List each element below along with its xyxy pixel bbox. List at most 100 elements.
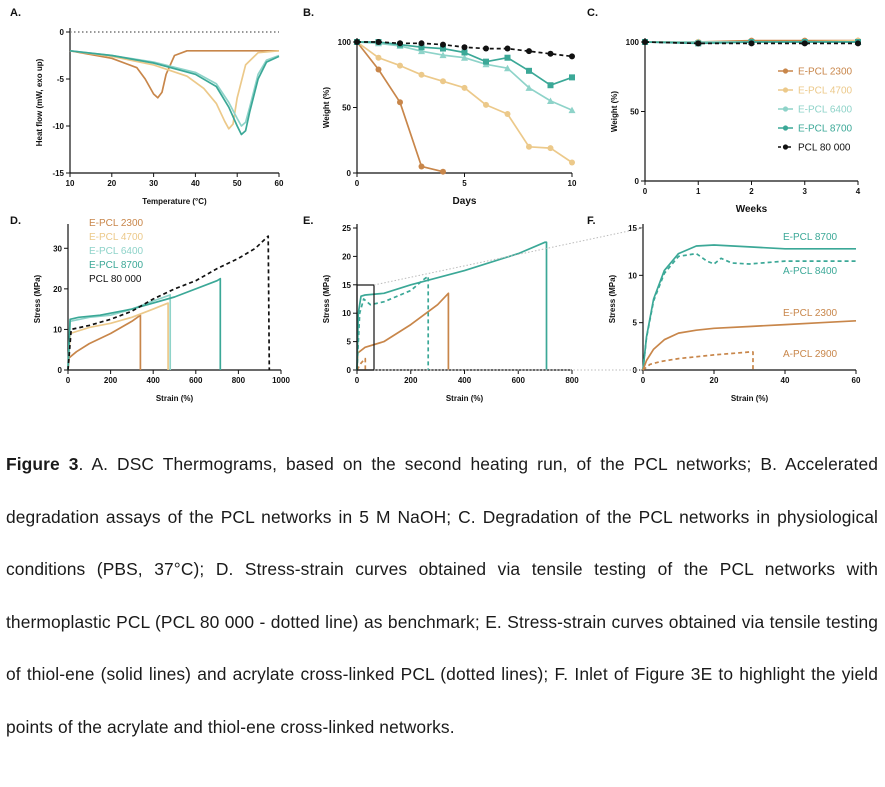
x-axis-title: Strain (%) xyxy=(446,394,484,403)
y-tick-label: -5 xyxy=(57,75,65,84)
data-point xyxy=(397,99,403,106)
legend-label: E-PCL 2300 xyxy=(798,67,853,78)
y-tick-label: 5 xyxy=(633,319,638,328)
series-line-e2300 xyxy=(67,314,142,371)
y-tick-label: 0 xyxy=(60,28,65,37)
x-axis-title: Strain (%) xyxy=(731,394,769,403)
caption-label: Figure 3 xyxy=(6,454,79,474)
legend-label: PCL 80 000 xyxy=(89,274,142,285)
y-axis-title: Stress (MPa) xyxy=(608,274,617,323)
series-line-e2300-dashed xyxy=(642,351,754,371)
y-tick-label: 0 xyxy=(347,169,352,178)
data-point xyxy=(547,145,554,152)
x-tick-label: 10 xyxy=(66,179,75,188)
x-tick-label: 200 xyxy=(104,376,118,385)
data-point xyxy=(397,62,403,69)
y-axis-title: Stress (MPa) xyxy=(33,274,42,323)
data-point xyxy=(504,45,511,52)
data-point xyxy=(440,41,446,48)
data-point xyxy=(504,54,511,61)
data-point xyxy=(547,82,554,89)
series-line-e8700 xyxy=(356,241,548,371)
panel-5: F. 0 20 40 60 0 5 10 15 Strain (%) Stress (MPa) E-P… xyxy=(587,215,861,403)
panel-3: D. 0 200 400 600 800 1000 0 10 20 30 Strain (%) Stre… xyxy=(10,215,290,403)
data-point xyxy=(483,45,489,52)
legend-label: E-PCL 4700 xyxy=(798,86,853,97)
data-point xyxy=(748,40,755,47)
legend-marker xyxy=(782,87,789,93)
data-point xyxy=(695,40,702,47)
y-axis-title: Weight (%) xyxy=(610,91,619,133)
data-point xyxy=(397,40,403,47)
x-tick-label: 10 xyxy=(568,179,577,188)
y-tick-label: -15 xyxy=(52,169,64,178)
data-point xyxy=(526,67,532,74)
zoom-connector-top xyxy=(373,227,644,286)
caption-text: . A. DSC Thermograms, based on the secon… xyxy=(6,454,878,737)
y-axis-title: Heat flow (mW, exo up) xyxy=(35,58,44,146)
y-tick-label: -10 xyxy=(52,122,64,131)
data-point xyxy=(418,40,425,47)
legend-label: E-PCL 2300 xyxy=(89,218,144,229)
x-tick-label: 60 xyxy=(275,179,284,188)
panel-letter: C. xyxy=(587,7,598,19)
y-tick-label: 0 xyxy=(347,366,352,375)
y-tick-label: 10 xyxy=(628,271,637,280)
data-point xyxy=(525,84,533,91)
x-tick-label: 20 xyxy=(710,376,719,385)
x-tick-label: 5 xyxy=(462,179,467,188)
y-axis-title: Stress (MPa) xyxy=(322,274,331,323)
x-axis-title: Weeks xyxy=(736,204,768,215)
data-point xyxy=(461,49,468,56)
data-point xyxy=(440,168,446,175)
legend-marker xyxy=(782,68,789,74)
curve-label: E-PCL 8700 xyxy=(783,232,838,243)
x-axis-title: Temperature (°C) xyxy=(142,197,207,206)
legend-label: PCL 80 000 xyxy=(798,143,851,154)
data-point xyxy=(801,40,808,47)
legend-marker xyxy=(782,125,789,131)
x-tick-label: 0 xyxy=(643,187,648,196)
x-tick-label: 800 xyxy=(232,376,246,385)
x-tick-label: 30 xyxy=(149,179,158,188)
series-line-e8700-dashed xyxy=(642,252,856,371)
data-point xyxy=(418,71,425,78)
y-tick-label: 50 xyxy=(342,104,351,113)
data-point xyxy=(461,44,468,51)
zoom-box xyxy=(356,284,375,371)
x-tick-label: 50 xyxy=(233,179,242,188)
panel-letter: D. xyxy=(10,215,21,227)
series-line-e4700 xyxy=(67,302,169,371)
curve-label: A-PCL 8400 xyxy=(783,266,838,277)
series-line-e2300 xyxy=(69,49,279,99)
data-point xyxy=(461,84,468,91)
x-tick-label: 0 xyxy=(66,376,71,385)
data-point xyxy=(483,58,489,65)
y-tick-label: 20 xyxy=(53,285,62,294)
legend-label: E-PCL 6400 xyxy=(798,105,853,116)
data-point xyxy=(354,39,360,45)
series-line-e2300 xyxy=(356,292,450,371)
y-tick-label: 10 xyxy=(342,309,351,318)
data-point xyxy=(504,64,511,72)
panel-2: C. 0 1 2 3 4 0 50 100 Weeks Weight (%) E-PCL 2300 E-… xyxy=(587,7,862,215)
x-tick-label: 0 xyxy=(355,376,360,385)
x-tick-label: 40 xyxy=(781,376,790,385)
series-line-e2300-dashed xyxy=(356,357,367,371)
x-axis-title: Strain (%) xyxy=(156,394,194,403)
x-tick-label: 1 xyxy=(696,187,701,196)
y-tick-label: 50 xyxy=(630,108,639,117)
y-tick-label: 20 xyxy=(342,252,351,261)
panel-letter: F. xyxy=(587,215,596,227)
data-point xyxy=(855,40,861,47)
y-tick-label: 5 xyxy=(347,338,352,347)
series-line-e8700 xyxy=(69,49,280,136)
data-point xyxy=(547,97,554,104)
data-point xyxy=(569,53,575,60)
x-tick-label: 4 xyxy=(856,187,861,196)
data-point xyxy=(526,48,532,55)
figure-caption: Figure 3. A. DSC Thermograms, based on t… xyxy=(6,438,878,753)
data-point xyxy=(642,39,648,45)
